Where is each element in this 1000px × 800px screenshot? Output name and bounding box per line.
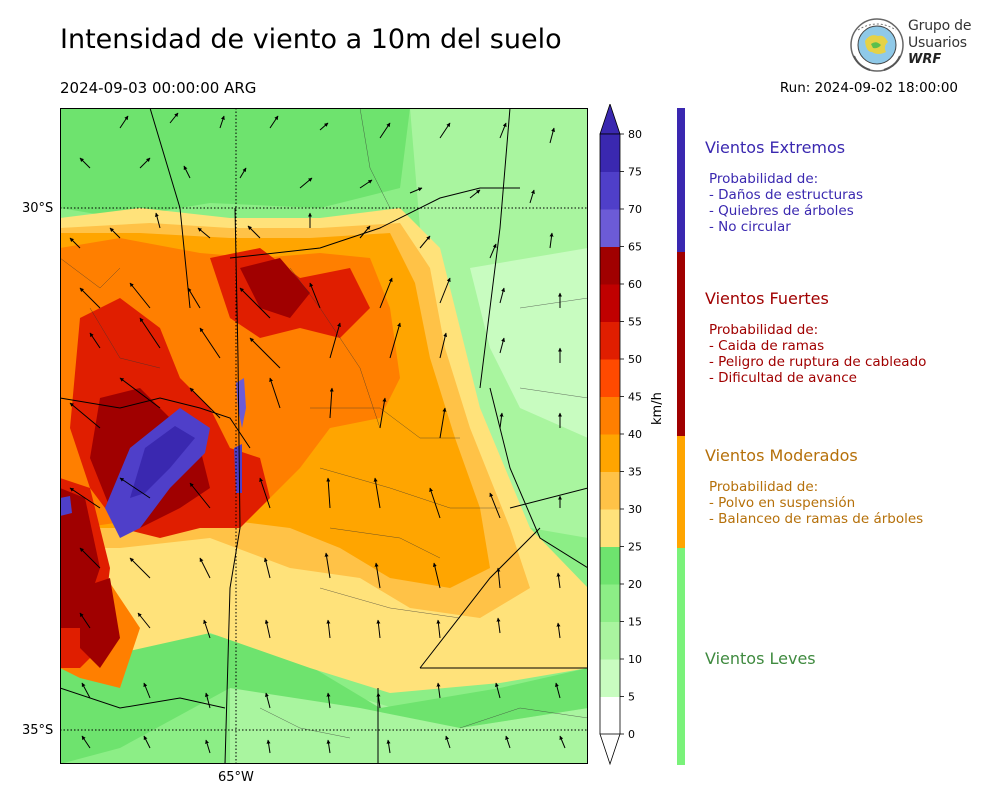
wrf-logo: Grupo de Usuarios WRF [848, 16, 978, 74]
category-extreme-item: - Quiebres de árboles [709, 203, 854, 219]
colorbar-segment [600, 621, 620, 660]
colorbar-segment [600, 284, 620, 322]
category-strong-item: - Caida de ramas [709, 338, 825, 354]
colorbar-segment [600, 209, 620, 247]
field-dark-red-north [240, 258, 310, 318]
category-extreme-item: - No circular [709, 219, 791, 235]
category-moderate-item: - Balanceo de ramas de árboles [709, 511, 924, 527]
category-moderate: Vientos Moderados Probabilidad de: - Pol… [705, 446, 923, 527]
category-light: Vientos Leves [705, 649, 816, 668]
category-bar-extreme [677, 108, 685, 252]
colorbar-segment [600, 471, 620, 510]
colorbar-tick-label: 40 [628, 428, 642, 441]
field-purple-core [130, 426, 195, 498]
category-extreme-item: - Daños de estructuras [709, 187, 864, 203]
wind-vectors [69, 112, 566, 754]
map-frame [60, 108, 588, 764]
category-strong-name: Vientos Fuertes [705, 289, 829, 308]
field-green-north [60, 108, 410, 218]
category-extreme-desc-title: Probabilidad de: [709, 171, 819, 187]
category-light-name: Vientos Leves [705, 649, 816, 668]
colorbar-segment [600, 696, 620, 735]
colorbar-unit: km/h [650, 392, 665, 425]
logo-text-line2: Usuarios [908, 35, 967, 51]
field-purple-narrow2 [234, 444, 242, 493]
category-bar-moderate [677, 436, 685, 548]
colorbar-tick-label: 45 [628, 391, 642, 404]
colorbar-tick-label: 30 [628, 503, 642, 516]
category-strong-item: - Dificultad de avance [709, 370, 857, 386]
colorbar-extend-top [599, 104, 621, 135]
colorbar-tick-label: 75 [628, 166, 642, 179]
colorbar-segment [600, 171, 620, 210]
colorbar-segment [600, 359, 620, 397]
run-time: Run: 2024-09-02 18:00:00 [779, 80, 958, 96]
field-purple-small [60, 496, 72, 516]
category-strong: Vientos Fuertes Probabilidad de: - Caida… [705, 289, 926, 386]
category-extreme-name: Vientos Extremos [705, 138, 846, 157]
category-extreme: Vientos Extremos Probabilidad de: - Daño… [705, 138, 863, 235]
colorbar-segment [600, 659, 620, 697]
colorbar-segment [600, 246, 620, 285]
wind-map [60, 108, 588, 764]
category-strong-desc-title: Probabilidad de: [709, 322, 819, 338]
category-bar-light [677, 548, 685, 765]
colorbar-extend-bottom [599, 733, 621, 766]
colorbar: 0 5 10 15 20 25 30 35 40 45 50 55 60 65 70 75 80 [599, 104, 642, 766]
lon-label-65w: 65°W [218, 770, 254, 785]
category-moderate-desc-title: Probabilidad de: [709, 479, 819, 495]
colorbar-tick-label: 25 [628, 541, 642, 554]
field-green-south [60, 628, 588, 764]
colorbar-tick-label: 35 [628, 466, 642, 479]
category-extreme-desc: Probabilidad de: - Daños de estructuras … [709, 171, 863, 235]
colorbar-segment [600, 546, 620, 585]
category-strong-desc: Probabilidad de: - Caida de ramas - Peli… [709, 322, 926, 386]
colorbar-segment [600, 434, 620, 472]
colorbar-segment [600, 134, 620, 172]
colorbar-tick-label: 20 [628, 578, 642, 591]
lat-label-30s: 30°S [22, 201, 54, 216]
logo-text-line3: WRF [908, 52, 942, 67]
chart-title: Intensidad de viento a 10m del suelo [60, 24, 562, 55]
colorbar-tick-label: 10 [628, 653, 642, 666]
district-borders [60, 108, 588, 739]
category-moderate-item: - Polvo en suspensión [709, 495, 856, 511]
category-moderate-name: Vientos Moderados [705, 446, 858, 465]
colorbar-tick-label: 65 [628, 241, 642, 254]
valid-time: 2024-09-03 00:00:00 ARG [60, 79, 257, 97]
colorbar-segment [600, 396, 620, 435]
colorbar-tick-label: 15 [628, 616, 642, 629]
category-moderate-desc: Probabilidad de: - Polvo en suspensión -… [709, 479, 923, 527]
colorbar-tick-label: 55 [628, 316, 642, 329]
colorbar-segment [600, 509, 620, 547]
globe-emblem-icon [850, 18, 904, 72]
colorbar-tick-label: 50 [628, 353, 642, 366]
lat-label-35s: 35°S [22, 723, 54, 738]
category-bar-strong [677, 252, 685, 436]
category-bar [677, 108, 685, 765]
colorbar-segment [600, 321, 620, 360]
colorbar-segment [600, 584, 620, 622]
colorbar-tick-label: 70 [628, 203, 642, 216]
colorbar-tick-label: 0 [628, 728, 635, 741]
category-strong-item: - Peligro de ruptura de cableado [709, 354, 927, 370]
field-dark-red-sw [80, 578, 120, 668]
colorbar-tick-label: 60 [628, 278, 642, 291]
province-borders [60, 108, 588, 764]
graticule [60, 108, 588, 764]
colorbar-tick-label: 80 [628, 128, 642, 141]
colorbar-tick-label: 5 [628, 691, 635, 704]
logo-text-line1: Grupo de [908, 18, 972, 34]
